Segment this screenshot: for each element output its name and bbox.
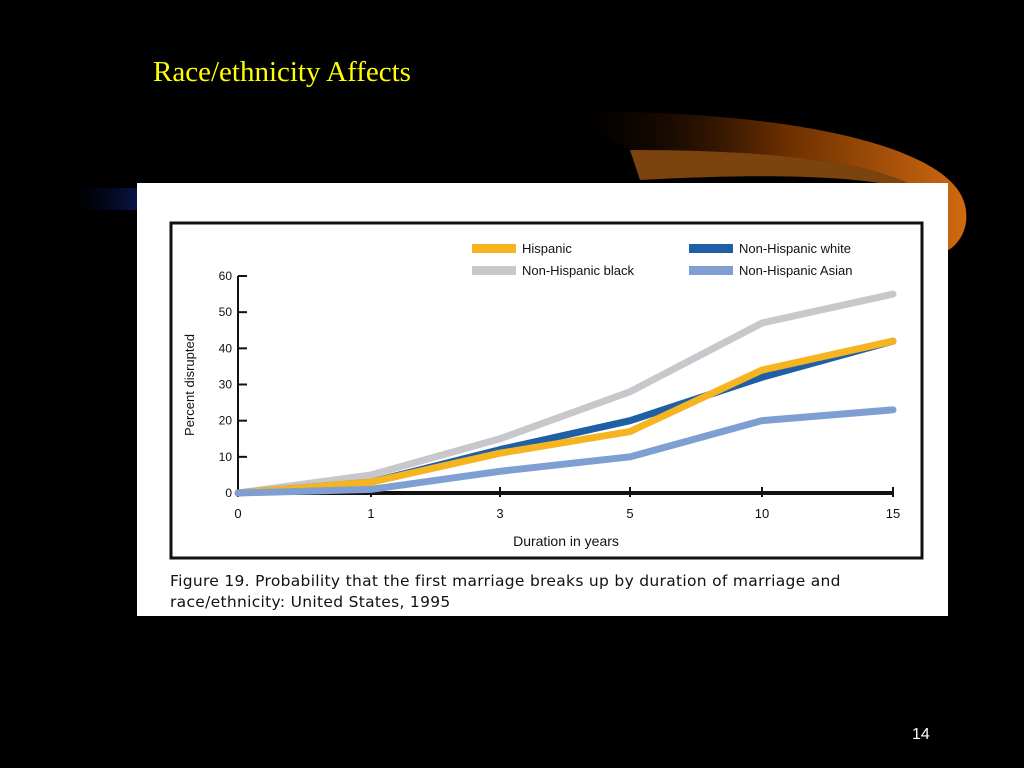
- y-tick-label: 30: [219, 378, 233, 392]
- legend-label: Non-Hispanic white: [739, 241, 851, 256]
- x-tick-label: 1: [367, 506, 374, 521]
- caption-line-1: Figure 19. Probability that the first ma…: [170, 572, 841, 590]
- x-tick-label: 0: [234, 506, 241, 521]
- x-tick-label: 5: [626, 506, 633, 521]
- legend-label: Hispanic: [522, 241, 572, 256]
- legend-item: Non-Hispanic Asian: [689, 263, 852, 278]
- x-tick-label: 10: [755, 506, 769, 521]
- legend-item: Non-Hispanic white: [689, 241, 851, 256]
- series-line-non-hispanic-black: [234, 290, 897, 497]
- chart-series: [234, 290, 897, 497]
- y-tick-label: 40: [219, 341, 233, 355]
- x-axis-label: Duration in years: [513, 533, 619, 549]
- figure-caption: Figure 19. Probability that the first ma…: [170, 571, 930, 613]
- slide-title: Race/ethnicity Affects: [153, 56, 411, 88]
- chart-frame: [169, 221, 924, 560]
- page-number: 14: [912, 726, 930, 743]
- legend-item: Hispanic: [472, 241, 572, 256]
- legend-swatch: [472, 266, 516, 275]
- x-tick-label: 15: [886, 506, 900, 521]
- y-tick-label: 10: [219, 450, 233, 464]
- legend-swatch: [689, 244, 733, 253]
- y-axis-label: Percent disrupted: [182, 334, 197, 436]
- legend-label: Non-Hispanic Asian: [739, 263, 852, 278]
- legend-item: Non-Hispanic black: [472, 263, 634, 278]
- legend-label: Non-Hispanic black: [522, 263, 634, 278]
- legend-swatch: [689, 266, 733, 275]
- series-line-hispanic: [234, 337, 897, 497]
- series-line-non-hispanic-asian: [234, 406, 897, 497]
- y-tick-label: 60: [219, 269, 233, 283]
- figure-panel: Hispanic Non-Hispanic white Non-Hispanic b…: [137, 183, 948, 616]
- y-tick-label: 50: [219, 305, 233, 319]
- x-tick-label: 3: [496, 506, 503, 521]
- chart-legend: Hispanic Non-Hispanic white Non-Hispanic b…: [472, 241, 852, 278]
- y-tick-label: 0: [225, 486, 232, 500]
- caption-line-2: race/ethnicity: United States, 1995: [170, 593, 451, 611]
- y-tick-label: 20: [219, 414, 233, 428]
- line-chart: Hispanic Non-Hispanic white Non-Hispanic b…: [169, 221, 924, 560]
- legend-swatch: [472, 244, 516, 253]
